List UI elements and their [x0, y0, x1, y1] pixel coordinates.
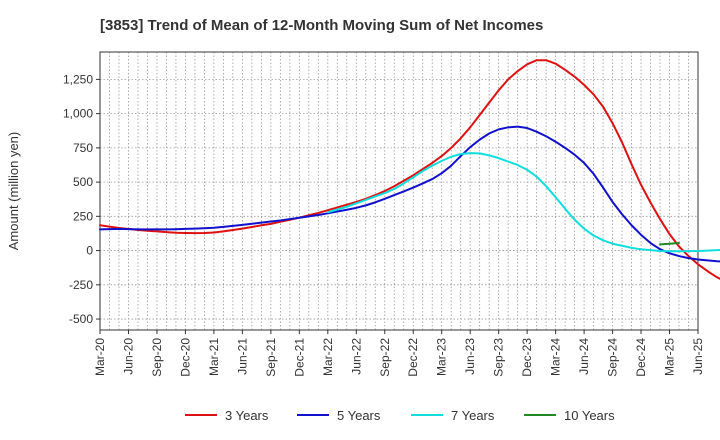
plot-frame — [99, 51, 699, 331]
x-tick-label: Dec-24 — [634, 338, 648, 377]
legend-label-3-years: 3 Years — [225, 408, 269, 423]
y-tick-label: 750 — [73, 141, 93, 155]
x-tick-label: Sep-21 — [264, 338, 278, 377]
x-tick-label: Mar-25 — [663, 338, 677, 376]
x-tick-label: Jun-21 — [235, 338, 249, 375]
x-tick-label: Jun-22 — [349, 338, 363, 375]
x-tick-label: Sep-20 — [150, 338, 164, 377]
x-tick-label: Mar-24 — [549, 338, 563, 376]
x-tick-label: Dec-21 — [292, 338, 306, 377]
y-tick-label: 250 — [73, 209, 93, 223]
x-tick-label: Jun-20 — [121, 338, 135, 375]
x-tick-label: Mar-22 — [321, 338, 335, 376]
x-tick-label: Sep-23 — [492, 338, 506, 377]
series-line-7-years — [326, 152, 720, 253]
y-tick-label: 0 — [86, 244, 93, 258]
x-tick-label: Sep-24 — [606, 338, 620, 377]
y-tick-label: 1,000 — [63, 107, 93, 121]
y-tick-label: 1,250 — [63, 72, 93, 86]
legend-label-5-years: 5 Years — [337, 408, 381, 423]
x-tick-label: Mar-20 — [93, 338, 107, 376]
series-line-5-years — [99, 125, 720, 263]
legend-label-10-years: 10 Years — [564, 408, 615, 423]
x-tick-label: Mar-23 — [435, 338, 449, 376]
series-line-10-years — [659, 242, 681, 246]
series-line-3-years — [99, 59, 720, 280]
x-axis-ticks: Mar-20 Jun-20 Sep-20 Dec-20 Mar-21 Jun-21 Sep-… — [93, 330, 705, 377]
series-group — [99, 59, 720, 280]
y-tick-label: -500 — [69, 312, 93, 326]
y-tick-label: 500 — [73, 175, 93, 189]
x-tick-label: Dec-22 — [406, 338, 420, 377]
x-tick-label: Dec-20 — [178, 338, 192, 377]
x-tick-label: Mar-21 — [207, 338, 221, 376]
grid — [99, 52, 699, 330]
x-tick-label: Sep-22 — [378, 338, 392, 377]
x-tick-label: Jun-25 — [691, 338, 705, 375]
legend: 3 Years 5 Years 7 Years 10 Years — [185, 408, 615, 423]
y-tick-label: -250 — [69, 278, 93, 292]
chart-title: [3853] Trend of Mean of 12-Month Moving … — [100, 17, 543, 34]
x-tick-label: Dec-23 — [520, 338, 534, 377]
y-axis-label: Amount (million yen) — [6, 132, 21, 251]
x-tick-label: Jun-23 — [463, 338, 477, 375]
legend-label-7-years: 7 Years — [451, 408, 495, 423]
y-axis-ticks: 1,250 1,000 750 500 250 0 -250 -500 — [63, 72, 100, 326]
x-tick-label: Jun-24 — [577, 338, 591, 375]
